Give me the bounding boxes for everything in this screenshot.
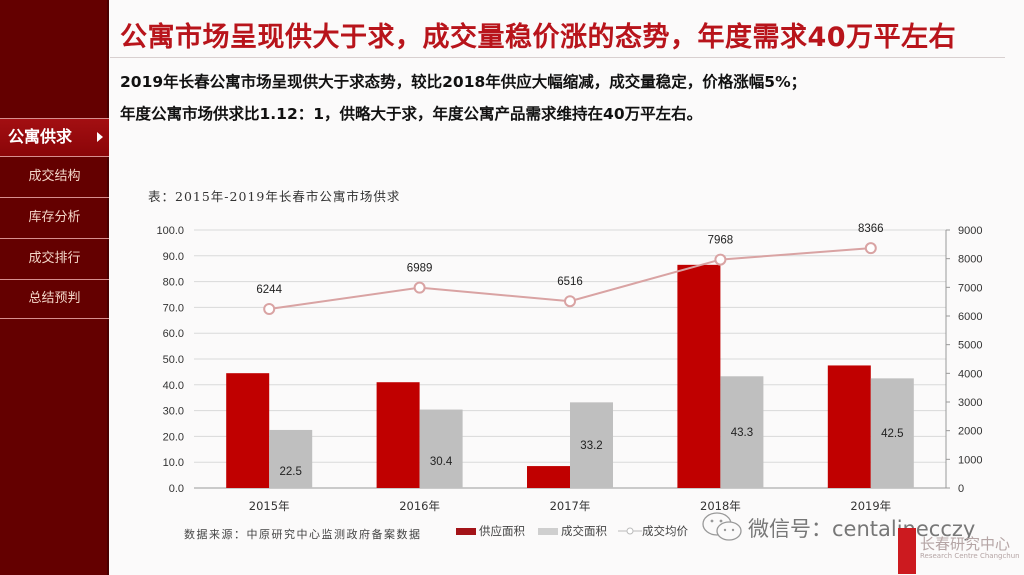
price-marker (864, 242, 877, 255)
legend-label: 成交均价 (642, 524, 688, 538)
sidebar-item-inventory-analysis[interactable]: 库存分析 (0, 197, 109, 238)
wechat-icon (702, 512, 742, 541)
supply-bar (677, 264, 721, 488)
legend-price: 成交均价 (618, 523, 688, 539)
category-label: 2015年 (249, 499, 290, 513)
sidebar-edge (107, 0, 109, 575)
title-divider (110, 57, 1005, 58)
price-label: 6516 (557, 276, 583, 288)
left-axis-tick: 70.0 (163, 302, 184, 314)
legend-deal: 成交面积 (538, 523, 607, 539)
deal-bar (269, 429, 313, 488)
left-axis-tick: 60.0 (163, 328, 184, 340)
category-label: 2018年 (700, 499, 741, 513)
category-label: 2019年 (850, 499, 891, 513)
right-axis-tick: 1000 (958, 454, 982, 466)
left-axis-tick: 100.0 (156, 225, 184, 237)
left-axis-tick: 20.0 (163, 431, 184, 443)
data-source: 数据来源：中原研究中心监测政府备案数据 (184, 528, 422, 541)
left-axis-tick: 10.0 (163, 457, 184, 469)
brand-name: 长春研究中心 (920, 535, 1011, 553)
deal-bar (720, 376, 764, 488)
left-axis-tick: 40.0 (163, 380, 184, 392)
deal-bar (419, 409, 463, 488)
deal-bar-label: 42.5 (881, 428, 903, 440)
line-marker-icon (618, 527, 642, 535)
right-axis-tick: 0 (958, 483, 964, 495)
category-label: 2016年 (399, 499, 440, 513)
right-axis-tick: 4000 (958, 368, 982, 380)
left-axis-tick: 80.0 (163, 277, 184, 289)
right-axis-tick: 2000 (958, 426, 982, 438)
sidebar-item-label: 公寓供求 (8, 127, 73, 146)
sidebar-item-apartment-supply[interactable]: 公寓供求 (0, 118, 109, 156)
deal-bar-label: 43.3 (731, 427, 753, 439)
supply-bar (226, 373, 270, 488)
legend-label: 成交面积 (561, 524, 607, 538)
right-axis-tick: 8000 (958, 254, 982, 266)
right-axis-tick: 9000 (958, 225, 982, 237)
right-axis-tick: 6000 (958, 311, 982, 323)
deal-swatch-icon (538, 527, 558, 535)
left-axis-tick: 30.0 (163, 406, 184, 418)
sidebar-item-deal-ranking[interactable]: 成交排行 (0, 238, 109, 279)
summary-line-1: 2019年长春公寓市场呈现供大于求态势，较比2018年供应大幅缩减，成交量稳定，… (120, 73, 807, 91)
supply-bar (376, 382, 420, 488)
right-axis-tick: 5000 (958, 340, 982, 352)
left-axis-tick: 90.0 (163, 251, 184, 263)
price-label: 7968 (708, 235, 734, 247)
price-label: 6989 (407, 263, 433, 275)
chevron-right-icon (97, 132, 103, 142)
price-marker (564, 295, 576, 308)
price-marker (263, 303, 276, 316)
sidebar-item-deal-structure[interactable]: 成交结构 (0, 156, 109, 197)
deal-bar-label: 33.2 (580, 440, 602, 452)
right-axis-tick: 7000 (958, 282, 982, 294)
summary-line-2: 年度公寓市场供求比1.12：1，供略大于求，年度公寓产品需求维持在40万平左右。 (120, 105, 703, 123)
sidebar-item-label: 成交排行 (28, 251, 81, 266)
price-label: 8366 (858, 223, 884, 235)
sidebar-item-label: 库存分析 (28, 210, 81, 225)
wechat-watermark: 微信号：centalinecczy (700, 510, 975, 546)
deal-bar-label: 30.4 (430, 456, 453, 468)
left-axis-tick: 0.0 (169, 483, 184, 495)
left-axis-tick: 50.0 (163, 354, 184, 366)
price-label: 6244 (256, 284, 282, 296)
deal-bar (570, 402, 613, 488)
sidebar-item-summary-forecast[interactable]: 总结预判 (0, 279, 109, 319)
category-label: 2017年 (550, 499, 591, 513)
price-marker (413, 281, 426, 294)
page-title: 公寓市场呈现供大于求，成交量稳价涨的态势，年度需求40万平左右 (120, 22, 957, 53)
sidebar: 公寓供求 成交结构 库存分析 成交排行 总结预判 (0, 0, 109, 575)
right-axis-tick: 3000 (958, 397, 982, 409)
deal-bar (870, 378, 914, 488)
supply-bar (827, 365, 871, 488)
chart-title: 表：2015年-2019年长春市公寓市场供求 (148, 189, 401, 204)
supply-bar (527, 466, 570, 488)
supply-swatch-icon (456, 527, 476, 535)
price-marker (714, 253, 727, 266)
wechat-id: 微信号：centalinecczy (748, 517, 976, 541)
brand-logo-icon (898, 528, 916, 574)
legend-supply: 供应面积 (456, 523, 525, 539)
sidebar-item-label: 成交结构 (28, 169, 81, 184)
deal-bar-label: 22.5 (280, 466, 302, 478)
brand-name-en: Research Centre Changchun (920, 552, 1020, 560)
legend-label: 供应面积 (479, 524, 525, 538)
sidebar-item-label: 总结预判 (28, 291, 81, 306)
